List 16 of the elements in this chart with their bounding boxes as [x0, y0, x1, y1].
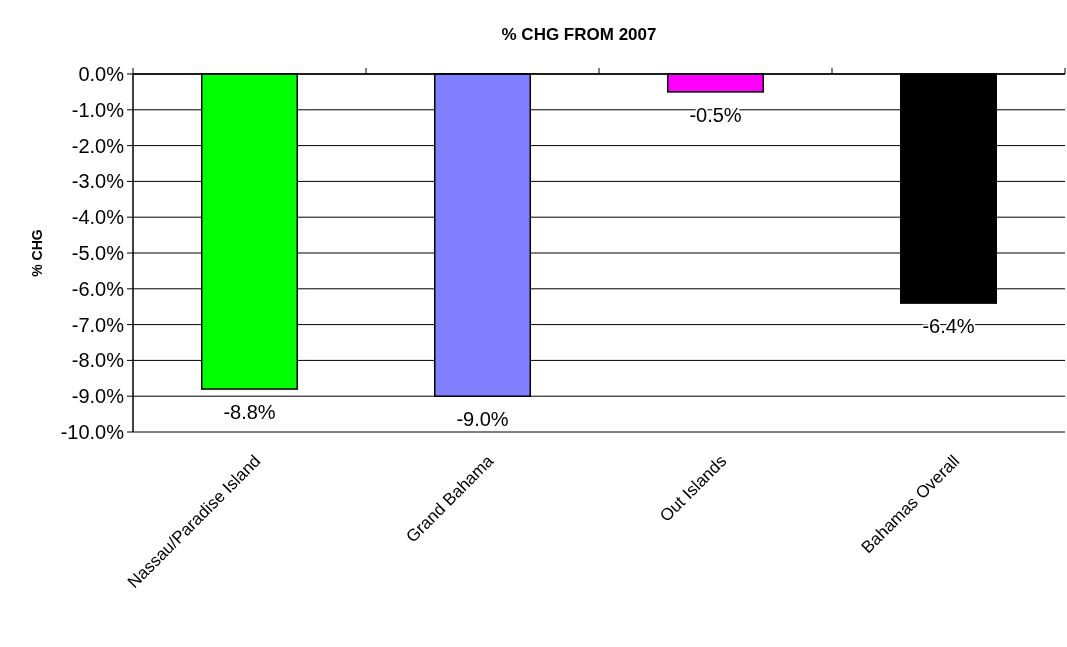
- y-tick-label: -9.0%: [71, 385, 125, 408]
- y-tick-label: 0.0%: [78, 63, 125, 85]
- y-tick-label: -8.0%: [71, 349, 125, 372]
- y-tick-label: -6.0%: [71, 277, 125, 300]
- y-axis-title: % CHG: [29, 229, 45, 277]
- data-label: -8.8%: [223, 401, 276, 424]
- y-tick-label: -5.0%: [71, 242, 125, 264]
- y-tick-label: -2.0%: [71, 134, 125, 157]
- data-label: -0.5%: [689, 103, 742, 126]
- y-tick-label: -10.0%: [60, 421, 125, 443]
- data-label: -9.0%: [456, 408, 509, 431]
- chart-title: % CHG FROM 2007: [501, 25, 657, 44]
- y-tick-label: -1.0%: [71, 98, 125, 121]
- y-tick-label: -3.0%: [71, 170, 125, 193]
- y-tick-label: -4.0%: [71, 206, 125, 229]
- y-tick-label: -7.0%: [71, 313, 125, 336]
